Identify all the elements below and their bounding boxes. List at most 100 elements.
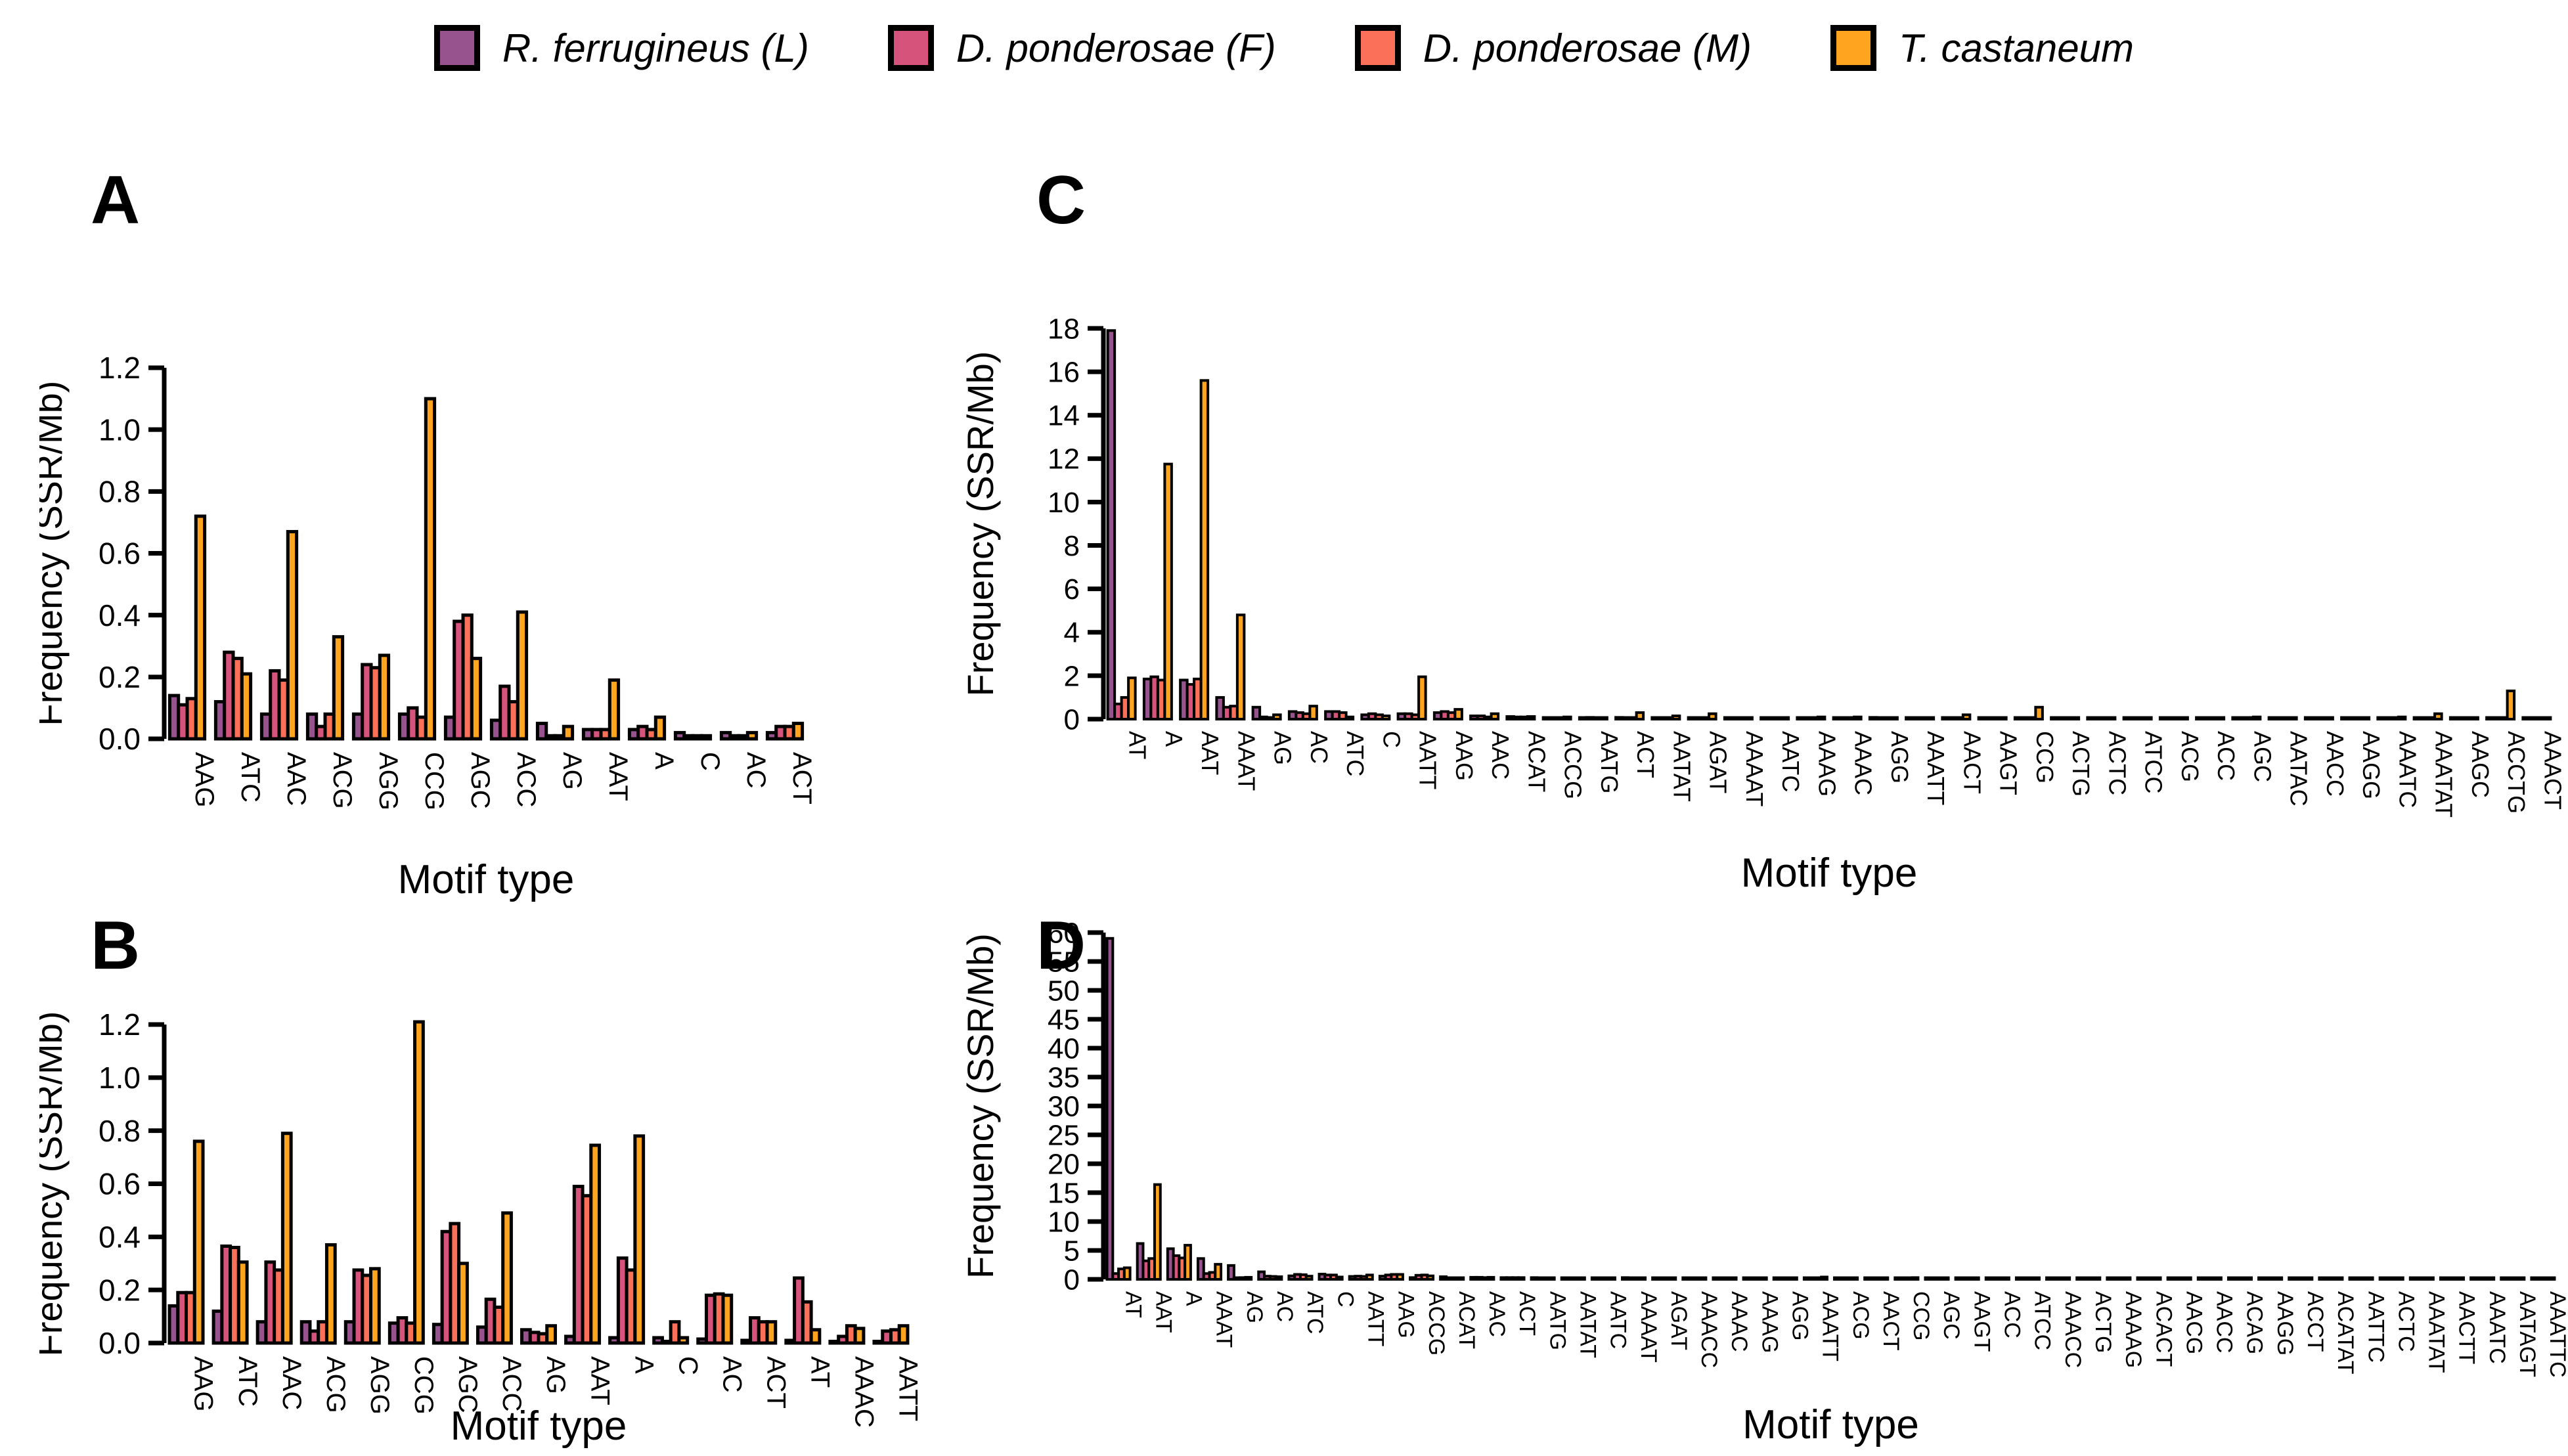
bar	[2092, 1276, 2102, 1281]
x-tick-label: ACTC	[2104, 731, 2131, 795]
bar	[2179, 716, 2189, 720]
bar	[897, 1324, 910, 1345]
x-tick-label: CCG	[1909, 1291, 1934, 1341]
bar	[1153, 1183, 1162, 1281]
x-tick-label: ACCG	[1424, 1291, 1449, 1356]
bar	[1562, 715, 1572, 721]
bar	[1850, 1276, 1859, 1281]
bar	[1526, 715, 1536, 720]
bar	[2153, 1276, 2162, 1281]
x-tick-label: AAATTC	[2545, 1291, 2568, 1378]
y-tick-label: 0	[1064, 1264, 1080, 1296]
bar	[1274, 1275, 1283, 1281]
y-tick-label: 10	[1048, 1206, 1080, 1238]
bar	[2547, 1276, 2556, 1281]
bar	[1365, 1273, 1374, 1281]
bar	[2251, 715, 2262, 721]
bar	[1780, 716, 1790, 720]
bar	[1196, 1257, 1205, 1281]
bar	[2517, 1276, 2526, 1281]
x-tick-label: ACC	[512, 752, 541, 807]
legend-item-2: D. ponderosae (M)	[1354, 25, 1752, 71]
bar	[2426, 1276, 2435, 1281]
bar	[801, 1300, 813, 1345]
y-tick-label: 4	[1064, 617, 1080, 649]
x-tick-label: AAGT	[1969, 1291, 1994, 1352]
bar	[1911, 1276, 1920, 1281]
bar	[470, 657, 483, 741]
bar	[535, 721, 548, 741]
bar	[1925, 716, 1936, 720]
bar	[2032, 1276, 2041, 1281]
x-tick-label: AATAT	[1575, 1291, 1600, 1358]
y-tick-label: 1.0	[99, 1061, 141, 1095]
bar	[2542, 716, 2552, 720]
x-tick-label: AAATAT	[2431, 731, 2458, 818]
x-tick-label: ACCT	[2303, 1291, 2328, 1352]
x-tick-label: ACT	[1515, 1291, 1539, 1336]
x-tick-label: AAG	[1394, 1291, 1419, 1338]
legend-item-1: D. ponderosae (F)	[887, 25, 1276, 71]
panel-letter-a: A	[91, 162, 140, 238]
bar	[1729, 1276, 1738, 1281]
x-tick-label: ATCC	[2030, 1291, 2055, 1350]
y-tick-label: 15	[1048, 1177, 1080, 1209]
y-tick-label: 45	[1048, 1004, 1080, 1036]
x-tick-label: AGC	[453, 1356, 482, 1413]
panel-d: D Frequency (SSR/Mb) 0 5 10 15 20 25 30 35 40 45 50 5…	[959, 847, 2568, 1456]
x-tick-label: ACTC	[2393, 1291, 2418, 1352]
x-tick-label: ACAT	[1523, 731, 1550, 792]
x-axis-labels: AAG ATC AAC ACG AGG CCG AGC ACC AG AAT A C AC ACT	[190, 752, 816, 810]
bar	[1163, 462, 1173, 720]
x-tick-label: AAAAT	[1741, 731, 1768, 806]
x-tick-label: AGG	[1886, 731, 1913, 783]
bar	[1106, 329, 1117, 720]
x-tick-label: ACCTG	[2503, 731, 2530, 814]
bar	[589, 1143, 602, 1345]
x-tick-label: AACT	[1959, 731, 1985, 794]
bar	[516, 610, 529, 741]
bar	[1244, 1275, 1253, 1281]
x-tick-label: AACC	[2212, 1291, 2237, 1353]
bar	[633, 1134, 646, 1345]
bar	[1671, 715, 1681, 721]
legend-label: R. ferrugineus (L)	[502, 26, 809, 70]
bar	[2123, 1276, 2132, 1281]
bar	[2360, 716, 2371, 720]
bar	[1889, 716, 1899, 720]
x-tick-label: C	[673, 1356, 702, 1375]
bar	[1184, 1244, 1192, 1281]
bar	[1961, 713, 1972, 721]
bar	[1396, 1273, 1404, 1281]
legend-swatch-icon	[434, 25, 481, 71]
x-tick-label: AG	[541, 1356, 570, 1394]
bar	[332, 635, 345, 741]
bar	[1456, 1276, 1465, 1281]
bar	[280, 1132, 293, 1345]
bar	[240, 672, 253, 741]
bar	[669, 1320, 681, 1345]
legend-swatch-icon	[1830, 25, 1876, 71]
bar	[1235, 613, 1246, 720]
y-tick-label: 1.0	[99, 412, 141, 447]
y-axis-ticks: 0 2 4 6 8 10 12 14 16 18	[1048, 313, 1103, 736]
x-tick-label: ACC	[497, 1356, 526, 1411]
y-tick-label: 6	[1064, 573, 1080, 606]
y-tick-label: 18	[1048, 313, 1080, 345]
x-tick-label: AATT	[894, 1356, 923, 1421]
x-tick-label: AGC	[2249, 731, 2276, 782]
bar	[1335, 1275, 1344, 1281]
bar	[1199, 379, 1210, 721]
y-axis-ticks: 0.0 0.2 0.4 0.6 0.8 1.0 1.2	[99, 1007, 164, 1360]
x-tick-label: ATC	[236, 752, 265, 803]
bar	[1708, 712, 1717, 720]
x-tick-label: ACATAT	[2333, 1291, 2358, 1375]
x-tick-label: AAAG	[1813, 731, 1840, 797]
x-tick-label: AAACC	[1696, 1291, 1721, 1368]
y-tick-label: 0.2	[99, 660, 141, 694]
bar	[1820, 1275, 1828, 1281]
bar	[1127, 676, 1137, 721]
bar	[1578, 1276, 1586, 1281]
bar	[791, 721, 805, 741]
x-tick-label: AACTT	[2454, 1291, 2479, 1364]
